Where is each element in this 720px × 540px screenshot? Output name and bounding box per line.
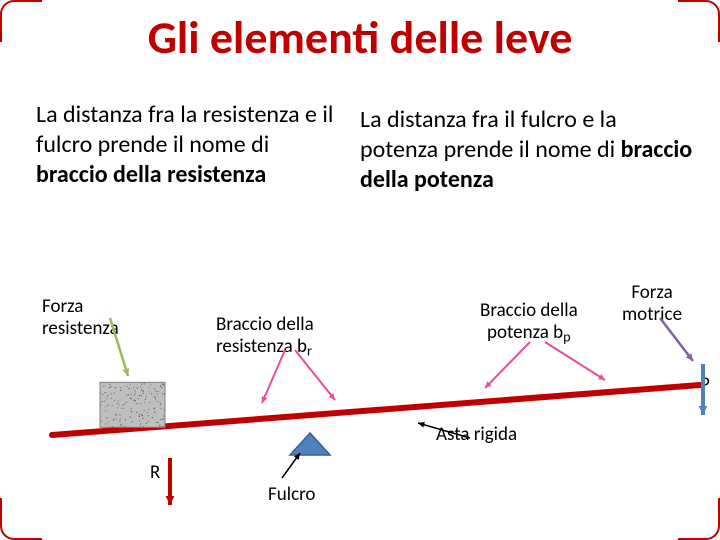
page-title: Gli elementi delle leve <box>0 10 720 66</box>
text: La distanza fra la resistenza e il fulcr… <box>36 100 333 159</box>
definition-power-arm: La distanza fra il fulcro e la potenza p… <box>360 105 700 195</box>
term: braccio della resistenza <box>36 160 266 189</box>
text: La distanza fra il fulcro e la potenza p… <box>360 105 621 164</box>
definition-resistance-arm: La distanza fra la resistenza e il fulcr… <box>36 100 346 190</box>
lever-diagram <box>0 280 720 540</box>
